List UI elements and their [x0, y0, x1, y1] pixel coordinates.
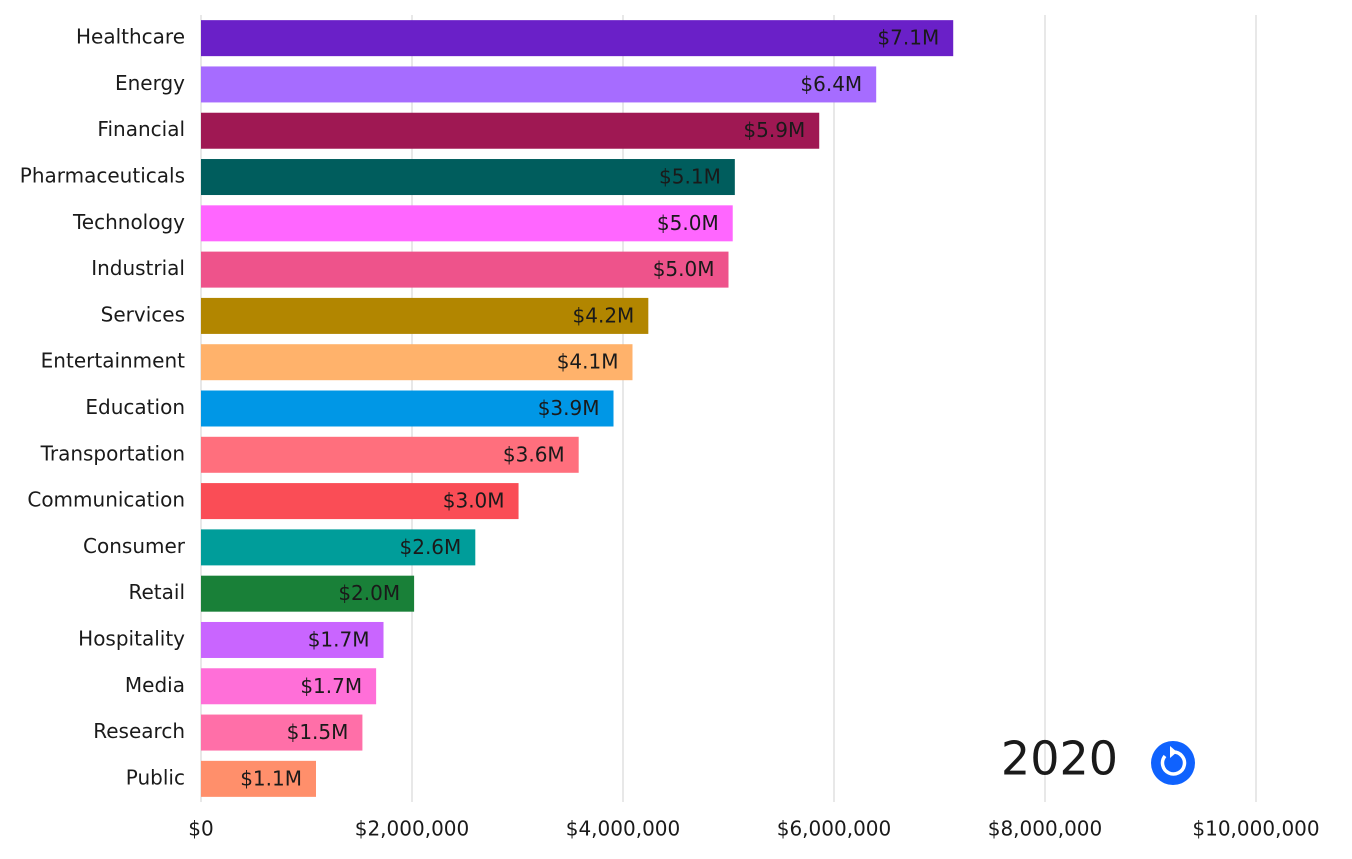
bar — [201, 714, 363, 751]
y-tick-label: Research — [93, 719, 185, 743]
y-tick-label: Transportation — [40, 441, 185, 465]
value-label: $7.1M — [877, 26, 939, 50]
y-tick-label: Pharmaceuticals — [20, 164, 185, 188]
replay-arrowhead[interactable] — [1170, 746, 1177, 758]
x-tick-label: $6,000,000 — [777, 817, 892, 841]
x-tick-label: $2,000,000 — [355, 817, 470, 841]
y-tick-label: Financial — [97, 117, 185, 141]
bar — [201, 205, 733, 242]
replay-circle[interactable] — [1151, 741, 1195, 785]
y-tick-label: Consumer — [83, 534, 186, 558]
bar — [201, 760, 316, 797]
y-tick-label: Healthcare — [76, 25, 185, 49]
bar — [201, 390, 614, 427]
replay-arrow[interactable] — [1160, 750, 1187, 776]
x-tick-label: $8,000,000 — [988, 817, 1103, 841]
value-label: $2.0M — [338, 581, 400, 605]
y-tick-label: Retail — [128, 580, 185, 604]
y-tick-label: Technology — [72, 210, 185, 234]
year-label: 2020 — [1001, 732, 1118, 786]
value-label: $5.9M — [743, 118, 805, 142]
bar — [201, 297, 649, 334]
bar — [201, 159, 735, 196]
value-label: $4.2M — [573, 303, 635, 327]
value-label: $5.0M — [657, 211, 719, 235]
bar — [201, 483, 519, 520]
bar — [201, 668, 377, 705]
y-tick-label: Services — [101, 302, 185, 326]
bar — [201, 251, 729, 288]
value-label: $3.9M — [538, 396, 600, 420]
y-tick-label: Entertainment — [41, 349, 185, 373]
bar — [201, 575, 415, 612]
value-label: $1.5M — [287, 720, 349, 744]
value-label: $1.7M — [300, 674, 362, 698]
y-tick-label: Media — [125, 673, 185, 697]
bar — [201, 20, 954, 57]
y-tick-label: Public — [126, 765, 185, 789]
bar — [201, 436, 579, 473]
value-label: $2.6M — [400, 535, 462, 559]
replay-button[interactable] — [1151, 741, 1195, 785]
value-label: $1.1M — [240, 766, 302, 790]
x-tick-label: $10,000,000 — [1192, 817, 1319, 841]
value-label: $3.6M — [503, 442, 565, 466]
y-tick-label: Communication — [27, 488, 185, 512]
value-label: $1.7M — [308, 627, 370, 651]
value-label: $6.4M — [800, 72, 862, 96]
x-tick-label: $4,000,000 — [566, 817, 681, 841]
y-tick-label: Education — [85, 395, 185, 419]
y-tick-label: Energy — [115, 71, 185, 95]
value-label: $5.0M — [653, 257, 715, 281]
bar — [201, 621, 384, 658]
y-tick-label: Industrial — [91, 256, 185, 280]
bar — [201, 112, 820, 149]
bar — [201, 344, 633, 381]
value-label: $5.1M — [659, 165, 721, 189]
value-label: $4.1M — [557, 350, 619, 374]
x-tick-label: $0 — [188, 817, 213, 841]
y-tick-label: Hospitality — [78, 626, 185, 650]
bar — [201, 66, 877, 103]
value-label: $3.0M — [443, 489, 505, 513]
bar — [201, 529, 476, 566]
